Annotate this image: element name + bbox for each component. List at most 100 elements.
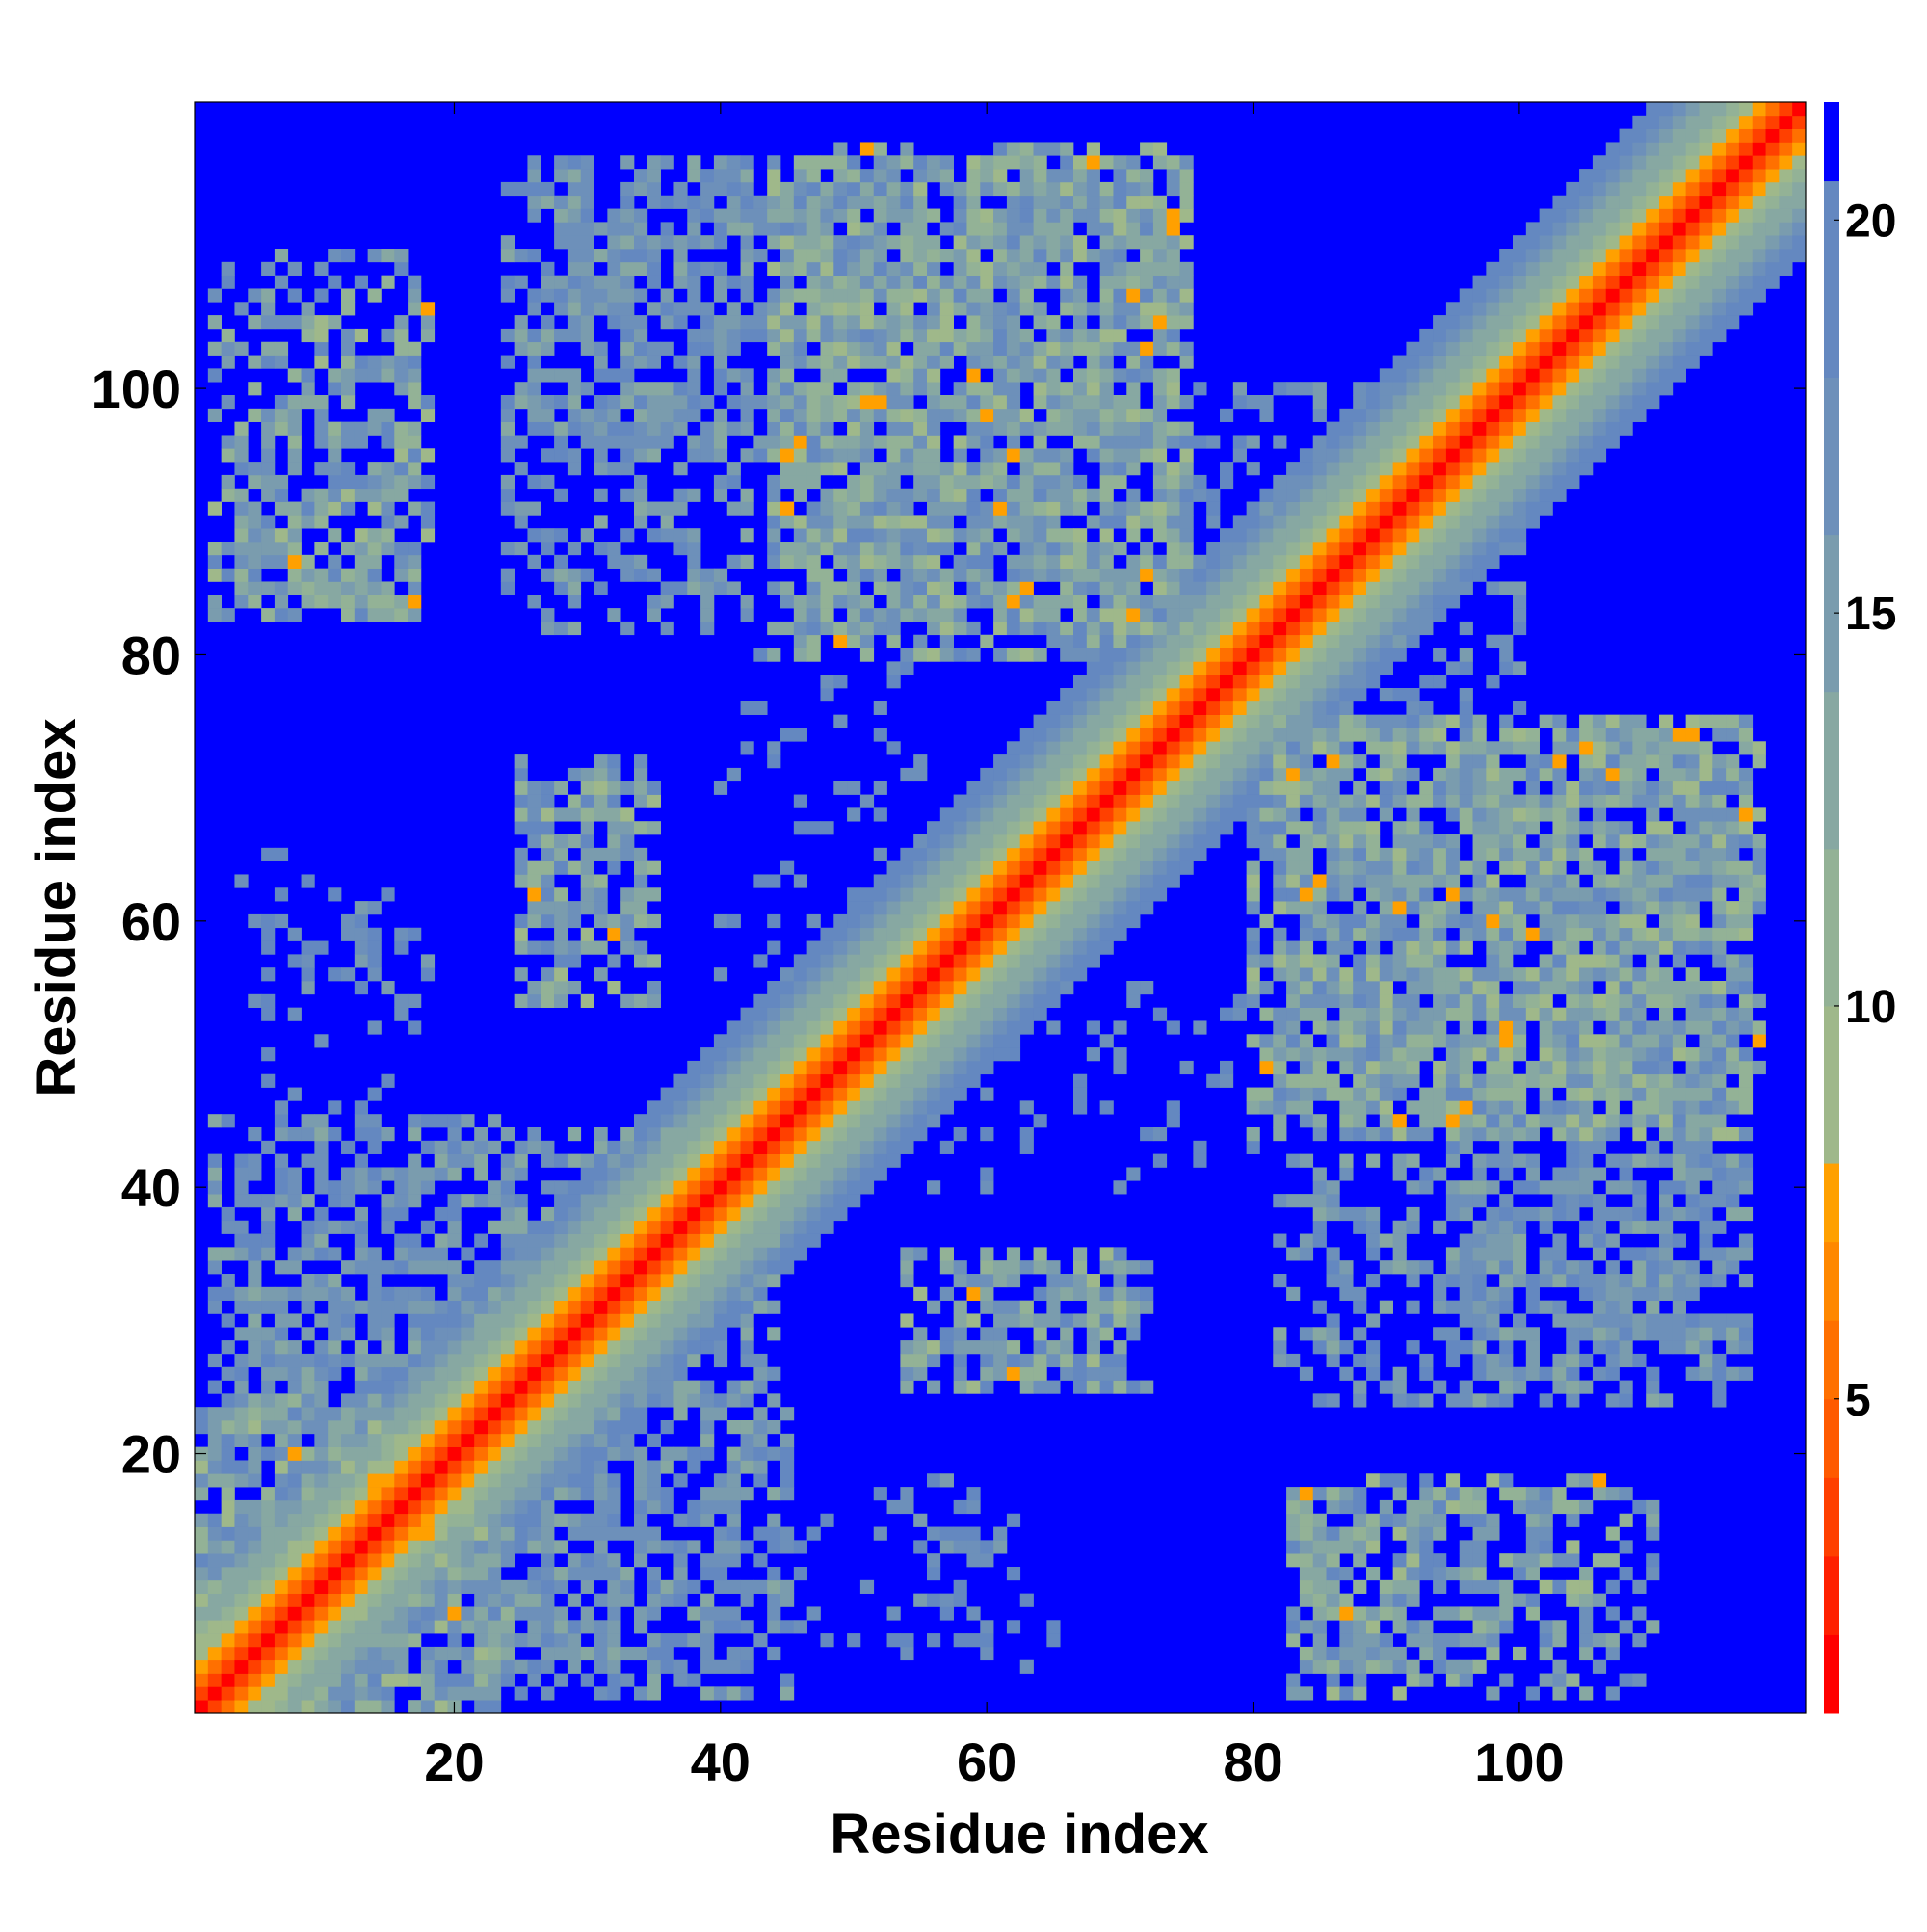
heatmap-cell xyxy=(341,1606,356,1621)
heatmap-cell xyxy=(1259,847,1274,861)
heatmap-cell xyxy=(753,1140,768,1154)
heatmap-cell xyxy=(980,1646,994,1661)
heatmap-cell xyxy=(939,249,954,263)
heatmap-cell xyxy=(767,155,781,170)
heatmap-cell xyxy=(607,1499,621,1515)
heatmap-cell xyxy=(1299,581,1314,595)
heatmap-cell xyxy=(753,1633,768,1648)
heatmap-cell xyxy=(1299,568,1314,582)
heatmap-cell xyxy=(328,474,342,490)
heatmap-cell xyxy=(913,448,928,463)
heatmap-cell xyxy=(607,235,621,250)
heatmap-cell xyxy=(726,1620,741,1634)
heatmap-cell xyxy=(1286,940,1301,955)
heatmap-cell xyxy=(287,528,302,543)
heatmap-cell xyxy=(567,1180,582,1195)
heatmap-cell xyxy=(859,408,875,422)
heatmap-cell xyxy=(1312,1567,1327,1581)
heatmap-cell xyxy=(753,302,768,316)
heatmap-cell xyxy=(221,435,235,449)
heatmap-cell xyxy=(1220,821,1234,835)
heatmap-cell xyxy=(939,927,954,941)
heatmap-cell xyxy=(1312,1114,1327,1128)
heatmap-cell xyxy=(1113,1260,1127,1275)
heatmap-cell xyxy=(913,1114,928,1128)
heatmap-cell xyxy=(1259,395,1274,410)
heatmap-cell xyxy=(726,1247,741,1261)
heatmap-cell xyxy=(980,261,994,276)
heatmap-cell xyxy=(1033,794,1047,808)
heatmap-cell xyxy=(1046,1020,1061,1035)
heatmap-cell xyxy=(620,355,635,369)
heatmap-cell xyxy=(1113,807,1127,822)
heatmap-cell xyxy=(767,1540,781,1554)
heatmap-cell xyxy=(1006,581,1021,595)
heatmap-cell xyxy=(514,1313,528,1328)
heatmap-cell xyxy=(1033,368,1047,383)
heatmap-cell xyxy=(767,488,781,502)
heatmap-cell xyxy=(1126,887,1141,902)
heatmap-cell xyxy=(274,1353,289,1368)
heatmap-cell xyxy=(287,1553,302,1568)
heatmap-cell xyxy=(381,595,395,609)
heatmap-cell xyxy=(726,208,741,223)
heatmap-cell xyxy=(939,634,954,648)
heatmap-cell xyxy=(420,1420,436,1435)
heatmap-cell xyxy=(980,302,994,316)
heatmap-cell xyxy=(634,448,648,463)
heatmap-cell xyxy=(408,382,422,396)
heatmap-cell xyxy=(913,1593,928,1607)
heatmap-cell xyxy=(900,1007,914,1021)
heatmap-cell xyxy=(939,288,954,303)
heatmap-cell xyxy=(847,501,861,516)
heatmap-cell xyxy=(753,1286,768,1301)
heatmap-cell xyxy=(1140,621,1154,636)
heatmap-cell xyxy=(567,1233,582,1248)
heatmap-cell xyxy=(740,315,754,330)
heatmap-cell xyxy=(767,1606,781,1621)
heatmap-cell xyxy=(1152,847,1168,861)
heatmap-cell xyxy=(527,1407,541,1421)
heatmap-cell xyxy=(740,1327,754,1341)
heatmap-cell xyxy=(1060,382,1074,396)
heatmap-cell xyxy=(301,1526,315,1541)
heatmap-cell xyxy=(1073,595,1088,609)
heatmap-cell xyxy=(221,1446,235,1461)
heatmap-cell xyxy=(1126,675,1141,689)
heatmap-cell xyxy=(1006,874,1021,888)
heatmap-cell xyxy=(287,1579,302,1594)
heatmap-cell xyxy=(780,1114,795,1128)
heatmap-cell xyxy=(660,1167,674,1181)
heatmap-cell xyxy=(554,488,568,502)
heatmap-cell xyxy=(873,1526,887,1541)
heatmap-cell xyxy=(234,1220,249,1234)
heatmap-cell xyxy=(1086,382,1100,396)
heatmap-cell xyxy=(753,1167,768,1181)
heatmap-cell xyxy=(820,1047,834,1062)
heatmap-cell xyxy=(1099,435,1114,449)
heatmap-cell xyxy=(567,1620,582,1634)
heatmap-cell xyxy=(1019,1659,1034,1674)
heatmap-cell xyxy=(234,1659,249,1674)
heatmap-cell xyxy=(1299,1153,1314,1168)
heatmap-cell xyxy=(767,1060,781,1075)
heatmap-cell xyxy=(1099,382,1114,396)
heatmap-cell xyxy=(966,554,981,569)
heatmap-cell xyxy=(274,315,289,330)
heatmap-cell xyxy=(1140,661,1154,675)
heatmap-cell xyxy=(806,222,821,236)
heatmap-cell xyxy=(207,1513,222,1527)
heatmap-cell xyxy=(687,1579,701,1594)
heatmap-cell xyxy=(833,249,848,263)
heatmap-cell xyxy=(913,634,928,648)
heatmap-cell xyxy=(1060,634,1074,648)
heatmap-cell xyxy=(248,1153,262,1168)
heatmap-cell xyxy=(1006,1353,1021,1368)
heatmap-cell xyxy=(740,1460,754,1474)
heatmap-cell xyxy=(1179,675,1194,689)
heatmap-cell xyxy=(594,515,608,529)
heatmap-cell xyxy=(966,954,981,968)
heatmap-cell xyxy=(859,462,875,476)
heatmap-cell xyxy=(993,981,1008,995)
heatmap-cell xyxy=(274,1194,289,1208)
